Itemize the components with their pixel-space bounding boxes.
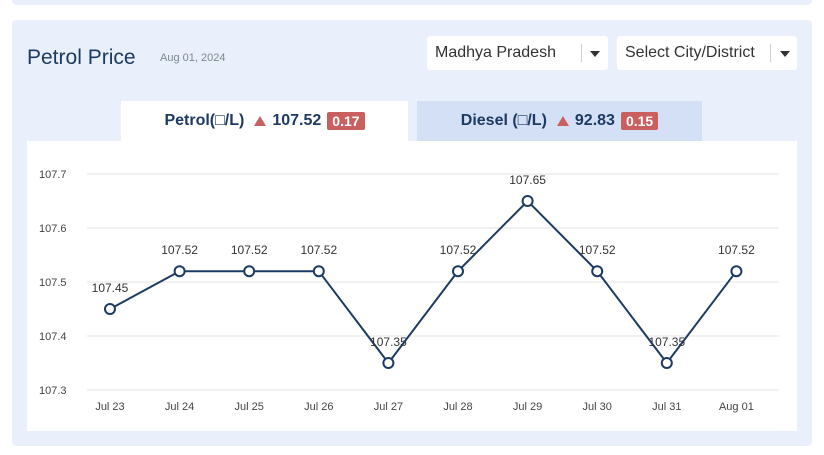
price-date: Aug 01, 2024 [160,52,226,64]
x-tick-label: Jul 26 [304,401,333,413]
data-point [243,265,256,278]
data-label: 107.52 [161,243,198,257]
tab-petrol-price: 107.52 [272,112,322,129]
data-label: 107.45 [92,281,129,295]
data-label: 107.52 [300,243,337,257]
x-tick-label: Jul 28 [443,401,472,413]
x-tick-label: Jul 31 [652,401,681,413]
x-tick-label: Jul 29 [513,401,542,413]
data-point [521,195,534,207]
y-tick-label: 107.4 [39,331,67,343]
data-label: 107.52 [440,243,477,257]
x-tick-label: Jul 27 [374,401,403,413]
data-label: 107.52 [579,243,616,257]
tab-diesel[interactable]: Diesel (□/L) 92.83 0.15 [417,101,702,141]
y-tick-label: 107.7 [39,169,67,181]
page-title: Petrol Price [27,46,136,69]
y-tick-label: 107.6 [39,223,67,235]
data-point [730,265,743,278]
state-select[interactable]: Madhya Pradesh [427,36,608,70]
price-line-chart: 107.3 107.4 107.5 107.6 107.7 Jul 23 Jul 24 Ju… [39,169,779,413]
chevron-down-icon [780,51,790,57]
x-tick-label: Aug 01 [719,401,754,413]
x-tick-label: Jul 30 [583,401,612,413]
data-label: 107.35 [370,335,407,349]
tab-diesel-label: Diesel (□/L) [460,112,547,129]
x-tick-label: Jul 25 [235,401,264,413]
x-tick-label: Jul 24 [165,401,194,413]
data-point [173,265,186,278]
tab-petrol-label: Petrol(□/L) [164,112,245,129]
data-point [452,265,464,278]
diesel-change-badge: 0.15 [620,112,659,130]
city-select[interactable]: Select City/District [617,36,797,70]
data-point [660,357,673,369]
tab-petrol[interactable]: Petrol(□/L) 107.52 0.17 [121,101,408,141]
data-point [312,265,325,278]
data-point [104,303,116,315]
data-label: 107.52 [231,243,268,257]
data-point [591,265,604,278]
price-chart-container: 107.3 107.4 107.5 107.6 107.7 Jul 23 Jul 24 Ju… [27,141,797,431]
chevron-down-icon [590,51,600,57]
y-tick-label: 107.3 [39,385,67,397]
x-tick-label: Jul 23 [95,401,124,413]
tab-diesel-price: 92.83 [574,112,615,129]
data-label: 107.52 [718,243,755,257]
top-card-edge [12,0,812,5]
city-select-value: Select City/District [625,44,755,61]
up-arrow-icon [556,116,569,126]
petrol-change-badge: 0.17 [327,112,365,130]
data-point [382,357,395,369]
data-label: 107.35 [648,335,685,349]
price-series-line [109,199,738,365]
data-label: 107.65 [509,173,546,187]
petrol-price-panel: Petrol Price Aug 01, 2024 Madhya Pradesh… [12,20,812,446]
select-divider [770,44,771,62]
y-tick-label: 107.5 [39,277,67,289]
select-divider [581,44,582,62]
state-select-value: Madhya Pradesh [435,44,556,61]
up-arrow-icon [254,116,267,126]
